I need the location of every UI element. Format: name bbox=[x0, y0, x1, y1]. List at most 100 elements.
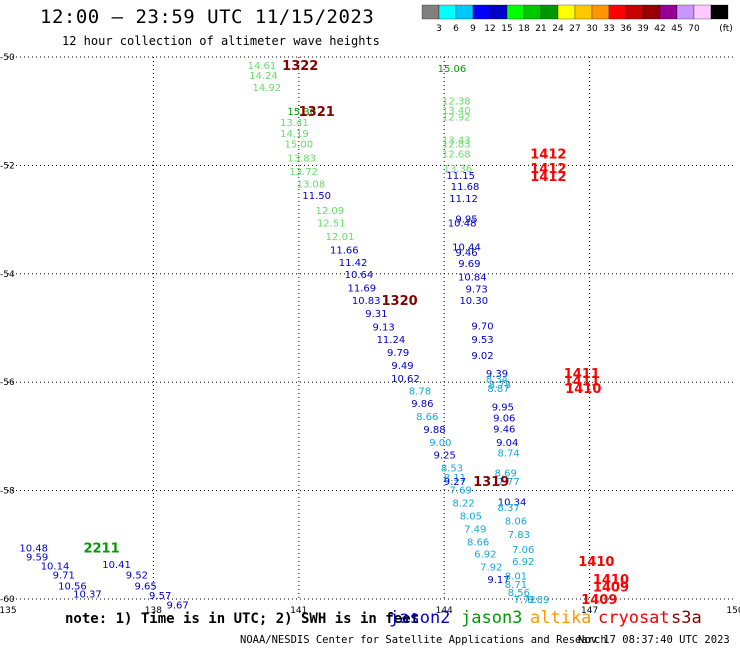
wave-height-point: 14.24 bbox=[249, 71, 278, 82]
pass-time-label: 1412 bbox=[530, 170, 566, 185]
colorbar-label: 27 bbox=[569, 24, 580, 34]
wave-height-point: 7.77 bbox=[498, 477, 520, 488]
colorbar-label: 6 bbox=[453, 24, 459, 34]
wave-height-point: 9.88 bbox=[423, 425, 445, 436]
wave-height-point: 9.25 bbox=[434, 450, 456, 461]
colorbar-label: 3 bbox=[436, 24, 442, 34]
wave-height-point: 6.92 bbox=[512, 557, 534, 568]
wave-height-point: 9.17 bbox=[487, 575, 509, 586]
colorbar-swatch bbox=[438, 4, 457, 20]
colorbar-label: 15 bbox=[501, 24, 512, 34]
wave-height-point: 8.66 bbox=[416, 412, 438, 423]
colorbar-swatch bbox=[710, 4, 729, 20]
wave-height-point: 9.69 bbox=[458, 259, 480, 270]
wave-height-point: 9.04 bbox=[496, 438, 518, 449]
pass-time-label: 1409 bbox=[593, 581, 629, 596]
colorbar-unit: (ft) bbox=[719, 24, 733, 34]
wave-height-point: 8.37 bbox=[498, 503, 520, 514]
wave-height-point: 13.36 bbox=[443, 164, 472, 175]
x-tick-label: 150 bbox=[726, 606, 740, 616]
wave-height-point: 11.15 bbox=[446, 171, 475, 182]
wave-height-point: 13.40 bbox=[442, 106, 471, 117]
colorbar-label: 21 bbox=[535, 24, 546, 34]
wave-height-point: 7.69 bbox=[450, 486, 472, 497]
wave-height-point: 9.52 bbox=[126, 571, 148, 582]
wave-height-point: 8.78 bbox=[489, 380, 511, 391]
wave-height-point: 9.46 bbox=[493, 424, 515, 435]
y-tick-label: -60 bbox=[0, 595, 15, 605]
wave-height-point: 8.06 bbox=[505, 516, 527, 527]
colorbar-label: 33 bbox=[603, 24, 614, 34]
wave-height-point: 9.53 bbox=[471, 335, 493, 346]
wave-height-point: 9.73 bbox=[466, 284, 488, 295]
pass-time-label: 1319 bbox=[473, 475, 509, 490]
y-tick-label: -52 bbox=[0, 161, 15, 171]
wave-height-point: 8.56 bbox=[508, 588, 530, 599]
wave-height-point: 10.34 bbox=[498, 497, 527, 508]
colorbar-swatch bbox=[676, 4, 695, 20]
wave-height-point: 13.41 bbox=[280, 118, 309, 129]
wave-height-point: 15.00 bbox=[284, 140, 313, 151]
wave-height-point: 12.83 bbox=[442, 140, 471, 151]
footer-note: note: 1) Time is in UTC; 2) SWH is in fe… bbox=[65, 611, 420, 627]
wave-height-point: 9.13 bbox=[372, 322, 394, 333]
wave-height-point: 10.84 bbox=[458, 273, 487, 284]
wave-height-point: 10.62 bbox=[391, 374, 420, 385]
colorbar-swatch bbox=[472, 4, 491, 20]
wave-height-point: 12.38 bbox=[442, 96, 471, 107]
pass-annotations: 1322132113201319221114121412141214111411… bbox=[83, 59, 629, 608]
wave-height-point: 7.72 bbox=[514, 595, 536, 606]
colorbar-swatch bbox=[659, 4, 678, 20]
x-tick-label: 138 bbox=[145, 606, 162, 616]
wave-height-point: 9.39 bbox=[486, 369, 508, 380]
wave-height-point: 9.65 bbox=[135, 581, 157, 592]
pass-time-label: 1410 bbox=[578, 555, 614, 570]
wave-height-point: 11.69 bbox=[347, 283, 376, 294]
colorbar: 3 6 9 12 15 18 21 24 27 30 33 36 39 42 45 70 (ft) bbox=[421, 4, 733, 34]
pass-time-label: 1409 bbox=[581, 593, 617, 608]
wave-height-point: 6.92 bbox=[474, 549, 496, 560]
satellite-label-jason2: jason2 bbox=[389, 608, 451, 628]
wave-height-point: 8.34 bbox=[486, 374, 508, 385]
pass-time-label: 1320 bbox=[382, 294, 418, 309]
wave-height-point: 10.30 bbox=[459, 296, 488, 307]
wave-height-point: 11.42 bbox=[339, 258, 368, 269]
satellite-label-s3a: s3a bbox=[671, 608, 702, 628]
x-tick-label: 135 bbox=[0, 606, 17, 616]
colorbar-label: 24 bbox=[552, 24, 564, 34]
y-tick-label: -50 bbox=[0, 53, 15, 63]
wave-height-point: 9.67 bbox=[167, 600, 189, 611]
wave-height-point: 10.14 bbox=[41, 561, 70, 572]
wave-height-point: 13.43 bbox=[442, 135, 471, 146]
wave-height-point: 13.08 bbox=[297, 179, 326, 190]
page-subtitle: 12 hour collection of altimeter wave hei… bbox=[62, 34, 380, 48]
colorbar-swatch bbox=[455, 4, 474, 20]
wave-height-point: 9.46 bbox=[455, 248, 477, 259]
wave-height-point: 11.66 bbox=[330, 245, 359, 256]
wave-height-point: 10.83 bbox=[352, 296, 381, 307]
wave-height-point: 7.92 bbox=[480, 562, 502, 573]
wave-height-point: 10.37 bbox=[73, 590, 102, 601]
wave-height-point: 12.68 bbox=[442, 149, 471, 160]
wave-height-point: 14.92 bbox=[252, 83, 281, 94]
colorbar-swatch bbox=[421, 4, 440, 20]
wave-height-point: 8.05 bbox=[460, 512, 482, 523]
wave-height-point: 13.72 bbox=[289, 167, 318, 178]
wave-height-point: 12.09 bbox=[315, 206, 344, 217]
pass-time-label: 1412 bbox=[530, 162, 566, 177]
wave-height-point: 7.49 bbox=[464, 525, 486, 536]
wave-height-point: 13.83 bbox=[287, 153, 316, 164]
satellite-label-cryosat: cryosat bbox=[598, 608, 670, 628]
wave-height-point: 9.86 bbox=[411, 399, 433, 410]
pass-time-label: 2211 bbox=[83, 542, 119, 557]
colorbar-label: 30 bbox=[586, 24, 598, 34]
colorbar-label: 70 bbox=[688, 24, 700, 34]
wave-height-point: 15.06 bbox=[438, 64, 467, 75]
pass-time-label: 1411 bbox=[564, 367, 600, 382]
pass-time-label: 1321 bbox=[299, 105, 335, 120]
wave-height-point: 8.01 bbox=[505, 572, 527, 583]
y-tick-label: -54 bbox=[0, 270, 15, 280]
page-title: 12:00 — 23:59 UTC 11/15/2023 bbox=[40, 6, 375, 28]
colorbar-swatch bbox=[489, 4, 508, 20]
